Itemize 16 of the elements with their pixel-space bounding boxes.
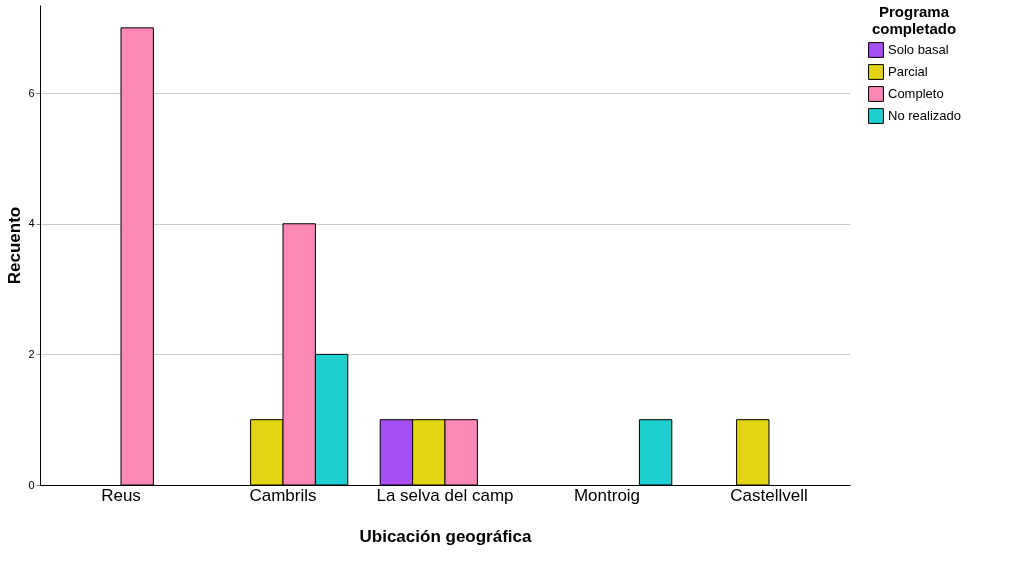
- legend-label: Parcial: [888, 64, 928, 79]
- x-tick-label: Reus: [101, 485, 141, 505]
- x-tick-label: Cambrils: [249, 485, 317, 505]
- x-axis-title: Ubicación geográfica: [359, 526, 533, 546]
- legend-label: Solo basal: [888, 42, 949, 57]
- y-tick-label: 6: [28, 86, 35, 99]
- legend-label: No realizado: [888, 108, 961, 123]
- y-tick-label: 0: [28, 478, 35, 491]
- y-tick-label: 2: [28, 347, 35, 360]
- legend-title: Programa completado: [871, 3, 957, 37]
- x-tick-label: Montroig: [573, 485, 641, 505]
- y-axis-title: Recuento: [5, 206, 25, 285]
- legend-label: Completo: [888, 86, 944, 101]
- x-tick-label: Castellvell: [730, 485, 808, 505]
- y-tick-label: 4: [28, 217, 35, 230]
- x-tick-label: La selva del camp: [376, 485, 514, 505]
